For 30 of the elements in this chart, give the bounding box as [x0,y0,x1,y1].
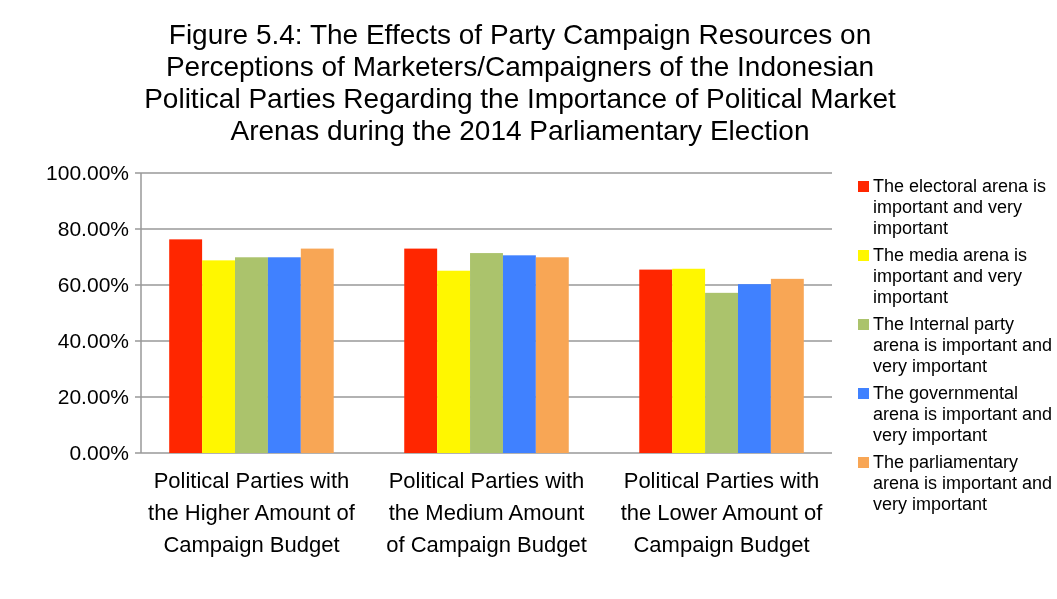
chart-title: Figure 5.4: The Effects of Party Campaign Resources on Perceptions of Marketers/Campaigners of the Indonesian Political Parties Regarding the Importance of Political Market Arenas during the 2014 Parliamentary Election [144,19,897,146]
bar [300,248,334,453]
bar [470,253,503,453]
bar [535,257,569,453]
bar [235,257,268,453]
bar [672,268,706,453]
bar [770,278,804,453]
bar [737,284,771,453]
y-tick-label: 80.00% [57,217,129,241]
y-tick-label: 20.00% [57,385,129,409]
y-tick-label: 0.00% [69,441,129,465]
legend-label: The media arena is important and very important [873,245,1028,307]
y-tick-label: 40.00% [57,329,129,353]
legend-label: The electoral arena is important and very important [873,176,1047,238]
bar [267,257,301,453]
x-tick-label: Political Parties with the Higher Amount of Campaign Budget [148,468,356,557]
legend-label: The Internal party arena is important and very important [873,314,1053,376]
bar [404,248,438,453]
bar [502,255,536,453]
bar [705,292,738,453]
legend-label: The governmental arena is important and very important [873,383,1053,445]
y-tick-label: 100.00% [46,161,129,185]
x-tick-label: Political Parties with the Medium Amount of Campaign Budget [386,468,587,557]
bar [169,239,203,453]
bar [437,270,471,453]
legend-label: The parliamentary arena is important and very important [873,452,1053,514]
y-tick-label: 60.00% [57,273,129,297]
bar [639,269,673,453]
bar [202,260,236,453]
x-tick-label: Political Parties with the Lower Amount of Campaign Budget [620,468,824,557]
